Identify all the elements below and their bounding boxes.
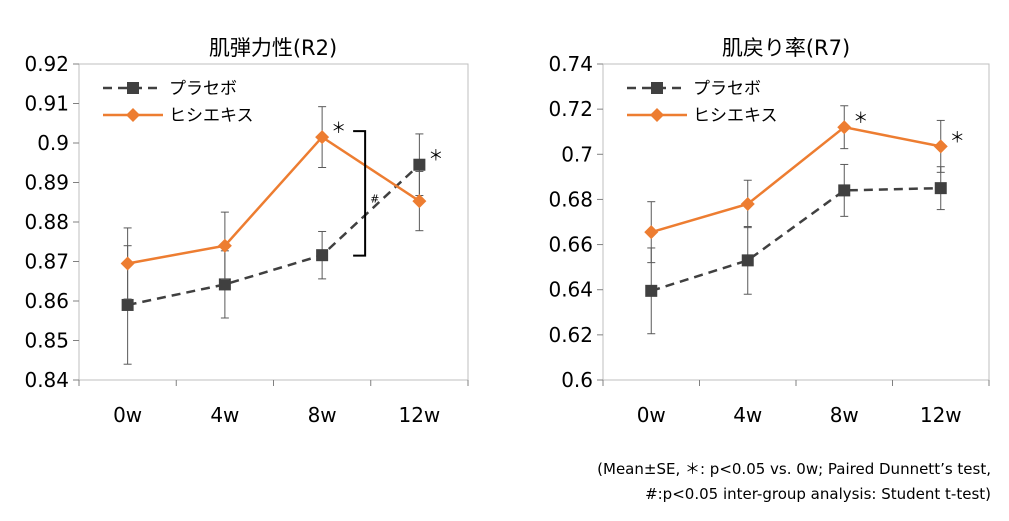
y-tick-label: 0.64: [548, 278, 593, 302]
legend-label: ヒシエキス: [693, 106, 778, 126]
x-tick-label: 4w: [210, 403, 239, 427]
chart-title: 肌弾力性(R2): [209, 36, 337, 60]
plot-frame: [602, 63, 990, 381]
significance-mark: ＊: [331, 119, 346, 137]
data-point: [120, 256, 135, 271]
y-tick-label: 0.85: [24, 329, 69, 353]
data-point: [315, 130, 330, 145]
y-tick-label: 0.7: [561, 142, 593, 166]
data-point: [316, 249, 329, 262]
data-point: [740, 196, 755, 211]
y-tick-label: 0.72: [548, 97, 593, 121]
x-tick-label: 0w: [113, 403, 142, 427]
significance-mark: #: [370, 192, 379, 205]
footnote-line-1: (Mean±SE, ＊: p<0.05 vs. 0w; Paired Dunne…: [597, 460, 991, 478]
data-point: [218, 278, 231, 291]
series-1: [645, 163, 947, 335]
significance-bracket: [353, 130, 367, 257]
y-tick-label: 0.91: [24, 92, 69, 116]
plot-frame: [78, 63, 469, 381]
x-tick-label: 0w: [637, 403, 666, 427]
series-line: [127, 163, 421, 307]
chart-2: 肌戻り率(R7) 0.6 0.62 0.64 0.66 0.68 0.7 0.72 0.74 0w…: [548, 36, 990, 427]
y-tick-label: 0.89: [24, 171, 69, 195]
series-line: [650, 186, 941, 293]
y-tick-label: 0.68: [548, 187, 593, 211]
legend-label: プラセボ: [169, 79, 237, 99]
chart-1: 肌弾力性(R2) 0.84 0.85 0.86 0.87 0.88 0.89 0.9 0.91 0…: [24, 36, 469, 427]
y-tick-label: 0.87: [24, 250, 69, 274]
legend-label: ヒシエキス: [169, 106, 254, 126]
legend-marker: [651, 82, 663, 94]
y-tick-label: 0.84: [24, 368, 69, 392]
x-tick-label: 4w: [733, 403, 762, 427]
series-2: [120, 106, 427, 300]
x-tick-label: 12w: [920, 403, 962, 427]
series-1: [121, 133, 426, 365]
y-tick-label: 0.92: [24, 52, 69, 76]
data-point: [413, 158, 426, 171]
significance-mark: ＊: [950, 128, 965, 146]
y-tick-label: 0.6: [561, 368, 593, 392]
series-2: [644, 105, 948, 264]
y-tick-label: 0.62: [548, 323, 593, 347]
data-point: [645, 284, 658, 297]
data-point: [837, 120, 852, 135]
legend-label: プラセボ: [693, 79, 761, 99]
y-tick-label: 0.74: [548, 52, 593, 76]
footnote-line-2: #:p<0.05 inter-group analysis: Student t…: [645, 485, 991, 503]
x-tick-label: 8w: [308, 403, 337, 427]
data-point: [217, 238, 232, 253]
data-point: [412, 194, 427, 209]
legend-marker: [127, 82, 139, 94]
y-tick-label: 0.9: [37, 131, 69, 155]
significance-mark: ＊: [853, 109, 868, 127]
legend-marker: [126, 108, 140, 122]
data-point: [838, 184, 851, 197]
x-tick-label: 8w: [830, 403, 859, 427]
x-tick-label: 12w: [398, 403, 440, 427]
y-tick-label: 0.88: [24, 210, 69, 234]
y-tick-label: 0.66: [548, 233, 593, 257]
series-line: [650, 125, 941, 234]
legend-marker: [650, 108, 664, 122]
chart-title: 肌戻り率(R7): [722, 36, 850, 60]
significance-mark: ＊: [428, 147, 443, 165]
data-point: [741, 254, 754, 267]
data-point: [933, 139, 948, 154]
data-point: [644, 225, 659, 240]
data-point: [934, 182, 947, 195]
data-point: [121, 298, 134, 311]
series-line: [127, 135, 421, 265]
y-tick-label: 0.86: [24, 289, 69, 313]
